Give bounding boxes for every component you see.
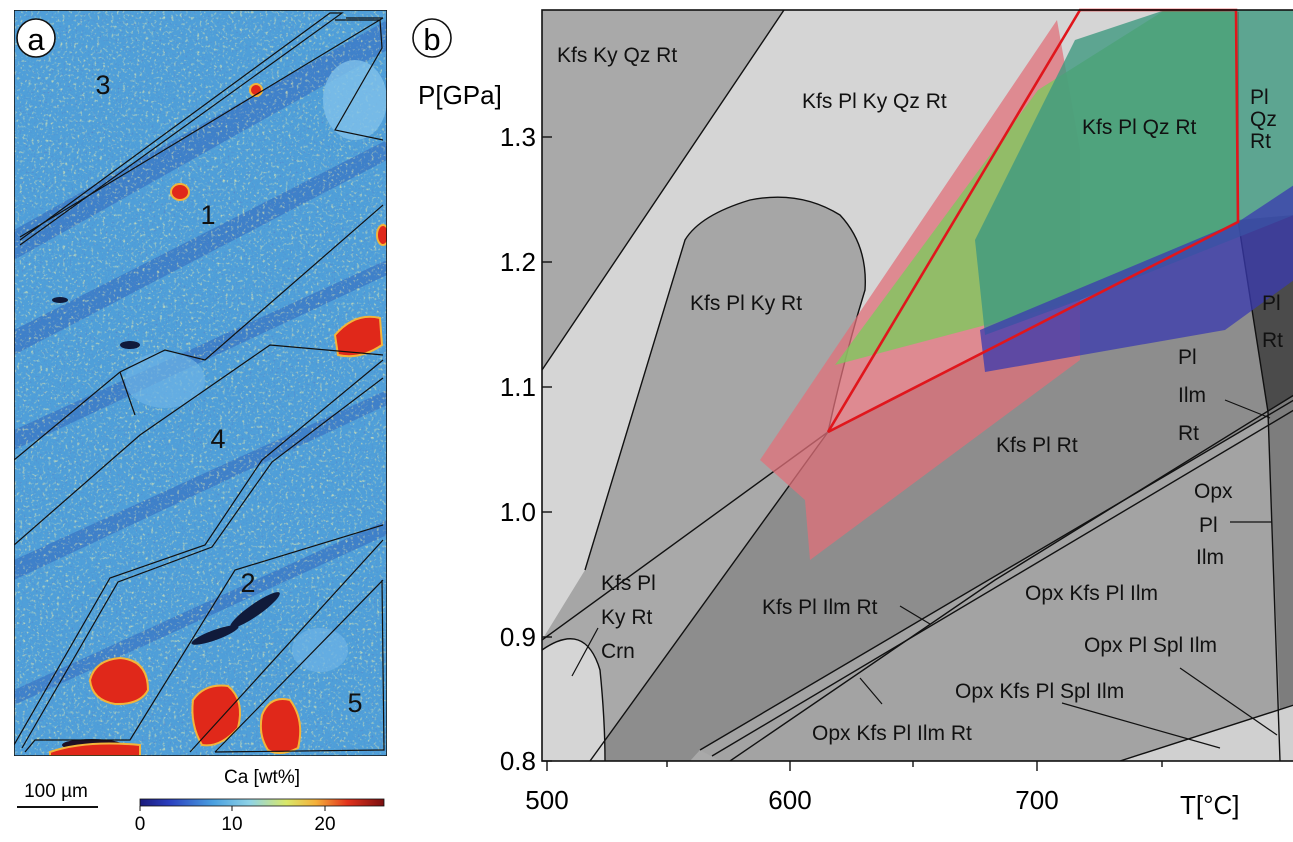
field-boundaries [542,10,1293,761]
label-opx-kfs-pl-spl-ilm: Opx Kfs Pl Spl Ilm [955,680,1124,703]
label-pl-ilm-rt: Pl Ilm Rt [1178,346,1212,445]
svg-text:1.0: 1.0 [500,497,536,527]
field-opx-pl-ilm [700,400,1293,761]
field-crn-lens [542,638,605,761]
svg-text:b: b [423,22,440,57]
zone-boundaries [14,12,385,753]
label-opx-pl-spl-ilm: Opx Pl Spl Ilm [1084,634,1217,657]
y-tick-labels: 0.8 0.9 1.0 1.1 1.2 1.3 [500,122,536,776]
label-pl-rt: Pl Rt [1262,292,1287,352]
light-patch [125,352,205,408]
svg-text:1.2: 1.2 [500,247,536,277]
svg-text:100 µm: 100 µm [24,781,88,802]
label-opx-pl-ilm: Opx Pl Ilm [1194,480,1238,569]
label-leaders [571,399,1278,749]
light-patch [323,60,387,140]
zone-label-5: 5 [347,688,362,718]
field-kfs-pl-rt [590,215,1293,761]
x-tick-labels: 500 600 700 [525,785,1058,815]
field-labels: Kfs Ky Qz Rt Kfs Pl Ky Qz Rt Kfs Pl Qz R… [557,44,1287,745]
panel-label-a: a [16,18,56,58]
overlay-teal [975,10,1293,335]
panel-label-b: b [412,18,452,58]
light-patch [292,628,348,672]
svg-text:1.3: 1.3 [500,122,536,152]
label-kfs-pl-ky-rt-crn: Kfs Pl Ky Rt Crn [601,572,662,663]
zone-label-2: 2 [240,568,255,598]
label-kfs-pl-qz-rt: Kfs Pl Qz Rt [1082,116,1197,139]
label-kfs-pl-ky-rt: Kfs Pl Ky Rt [690,292,802,315]
scale-bar: 100 µm [17,781,98,808]
field-opx-pl-ilm-right [1268,395,1293,715]
label-kfs-pl-ky-qz-rt: Kfs Pl Ky Qz Rt [802,90,947,113]
x-axis-label: T[°C] [1180,790,1240,820]
svg-text:600: 600 [768,785,811,815]
label-kfs-pl-rt: Kfs Pl Rt [996,434,1078,457]
zone-label-1: 1 [200,200,215,230]
svg-text:0.9: 0.9 [500,622,536,652]
colorbar-tick-0: 0 [135,814,146,835]
colorbar: Ca [wt%] 0 10 20 [135,767,385,835]
colorbar-tick-20: 20 [314,814,335,835]
colorbar-title: Ca [wt%] [224,767,300,788]
label-opx-kfs-pl-ilm: Opx Kfs Pl Ilm [1025,582,1158,605]
label-kfs-ky-qz-rt: Kfs Ky Qz Rt [557,44,677,67]
zone-labels: 1 2 3 4 5 [95,70,362,718]
y-axis-label: P[GPa] [418,80,502,110]
label-kfs-pl-ilm-rt: Kfs Pl Ilm Rt [762,596,878,619]
svg-text:700: 700 [1015,785,1058,815]
panel-b: 0.8 0.9 1.0 1.1 1.2 1.3 500 600 700 P[GP… [412,8,1293,820]
svg-text:0.8: 0.8 [500,746,536,776]
ca-concentration-map [14,10,387,756]
overlay-blue [980,185,1293,372]
plot-frame [541,9,1293,762]
svg-text:500: 500 [525,785,568,815]
svg-text:a: a [27,22,45,57]
label-pl-qz-rt: Pl Qz Rt [1250,86,1283,153]
label-opx-kfs-pl-ilm-rt: Opx Kfs Pl Ilm Rt [812,722,972,745]
colorbar-tick-10: 10 [221,814,242,835]
x-axis [546,761,1163,771]
field-kfs-pl-ky-rt [542,197,866,640]
zone-label-3: 3 [95,70,110,100]
svg-text:1.1: 1.1 [500,372,536,402]
zone-label-4: 4 [210,424,225,454]
panel-a: a 1 2 3 4 5 100 µm Ca [wt%] 0 10 20 [14,10,387,835]
